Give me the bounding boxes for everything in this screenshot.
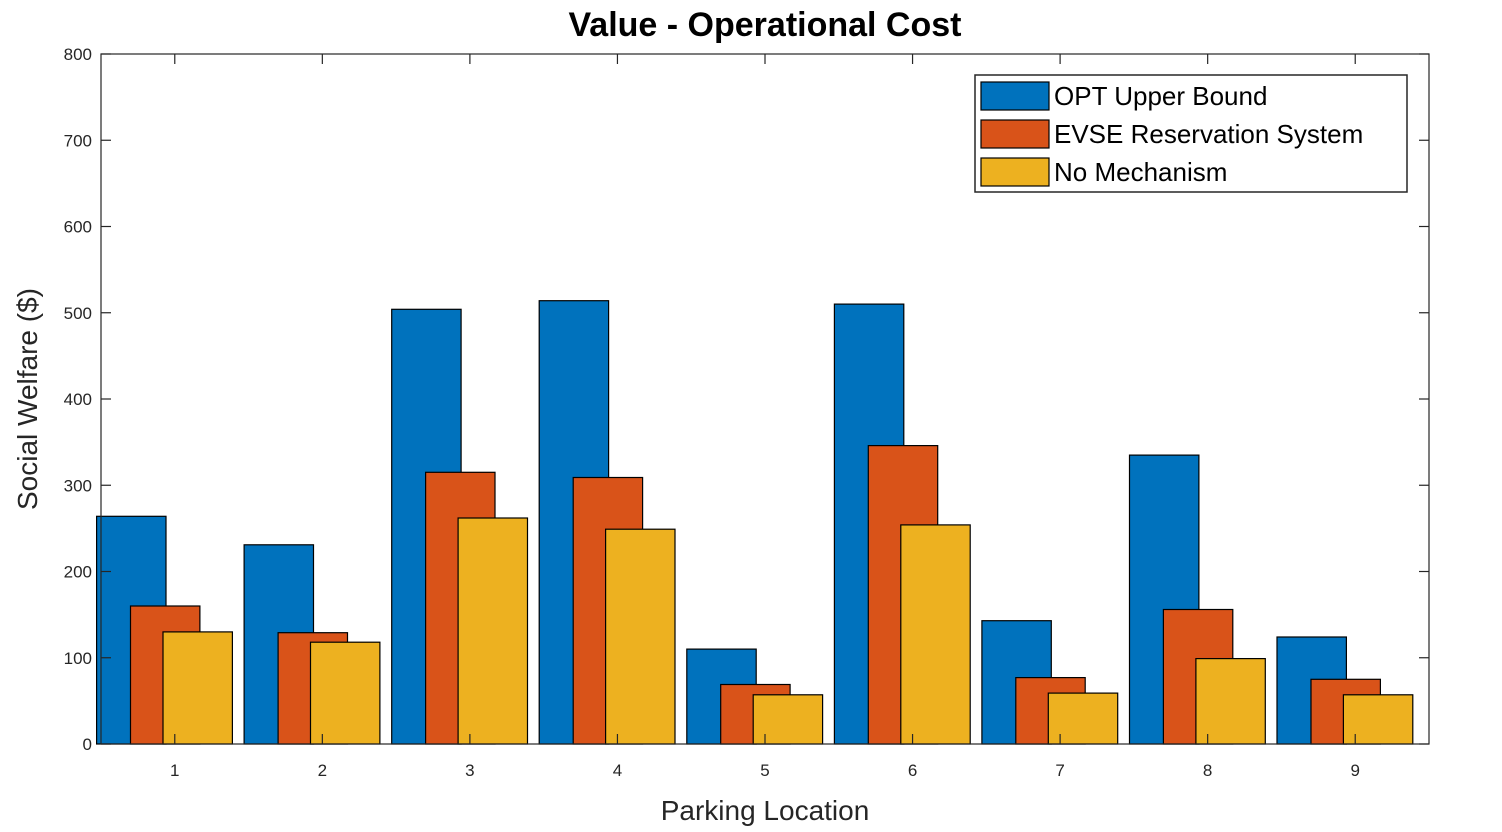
x-tick-label: 5	[760, 761, 769, 780]
bar-series3-location-8	[1195, 657, 1266, 745]
y-tick-label: 400	[64, 390, 92, 409]
y-tick-label: 800	[64, 45, 92, 64]
x-tick-label: 7	[1055, 761, 1064, 780]
x-tick-label: 1	[170, 761, 179, 780]
x-tick-label: 3	[465, 761, 474, 780]
y-tick-label: 300	[64, 476, 92, 495]
legend-swatch-2	[980, 119, 1050, 149]
legend: OPT Upper Bound EVSE Reservation System No…	[974, 74, 1408, 193]
legend-swatch-1	[980, 81, 1050, 111]
bar-series3-location-7	[1047, 692, 1119, 745]
y-tick-label: 700	[64, 131, 92, 150]
x-axis-title: Parking Location	[661, 795, 870, 826]
y-axis-title: Social Welfare ($)	[12, 288, 43, 510]
bars-group	[95, 300, 1414, 745]
y-tick-label: 200	[64, 563, 92, 582]
x-tick-label: 8	[1203, 761, 1212, 780]
bar-series3-location-9	[1342, 694, 1414, 745]
x-tick-label: 2	[318, 761, 327, 780]
y-tick-label: 0	[83, 735, 92, 754]
bar-series3-location-1	[162, 631, 234, 745]
y-tick-label: 600	[64, 218, 92, 237]
bar-series3-location-4	[604, 528, 676, 745]
bar-series3-location-6	[900, 524, 971, 745]
legend-label-2: EVSE Reservation System	[1054, 119, 1363, 149]
y-axis-ticks: 0 100 200 300 400 500 600 700 800	[64, 45, 1429, 754]
legend-swatch-3	[980, 157, 1050, 187]
y-tick-label: 100	[64, 649, 92, 668]
bar-series3-location-2	[309, 641, 381, 745]
legend-label-3: No Mechanism	[1054, 157, 1227, 187]
legend-label-1: OPT Upper Bound	[1054, 81, 1267, 111]
bar-series3-location-5	[752, 694, 824, 745]
x-tick-label: 4	[613, 761, 622, 780]
chart-title: Value - Operational Cost	[569, 6, 962, 44]
y-tick-label: 500	[64, 304, 92, 323]
x-tick-label: 6	[908, 761, 917, 780]
bar-series3-location-3	[457, 517, 529, 745]
x-tick-label: 9	[1350, 761, 1359, 780]
x-axis-ticks: 1 2 3 4 5 6 7 8 9	[170, 54, 1360, 780]
